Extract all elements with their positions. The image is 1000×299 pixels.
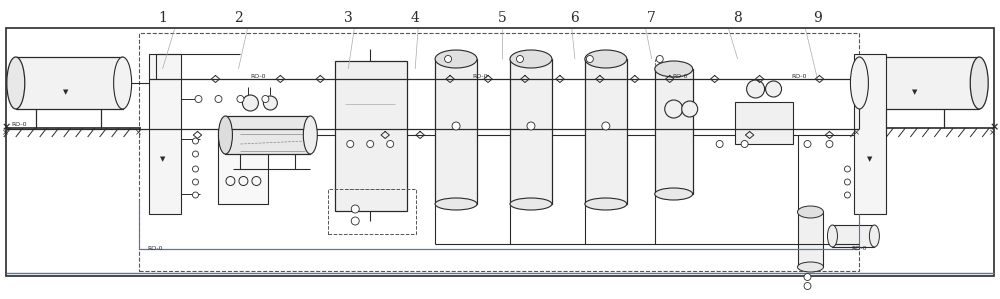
Bar: [328, 189, 416, 234]
Text: 1: 1: [158, 11, 167, 25]
Text: 2: 2: [234, 11, 243, 25]
Circle shape: [586, 56, 593, 62]
Ellipse shape: [218, 116, 232, 154]
Ellipse shape: [435, 50, 477, 68]
Bar: [798, 212, 823, 267]
Text: 5: 5: [498, 11, 506, 25]
Circle shape: [602, 122, 610, 130]
Circle shape: [844, 192, 850, 198]
Ellipse shape: [435, 198, 477, 210]
Text: RO-0: RO-0: [472, 74, 488, 80]
Circle shape: [826, 141, 833, 147]
Ellipse shape: [869, 225, 879, 247]
Bar: [139, 33, 859, 271]
Circle shape: [804, 274, 811, 280]
Bar: [859, 57, 979, 109]
Ellipse shape: [827, 225, 837, 247]
Text: ▼: ▼: [912, 89, 917, 95]
Ellipse shape: [7, 57, 25, 109]
Text: 3: 3: [344, 11, 353, 25]
Circle shape: [844, 179, 850, 185]
Text: ×: ×: [989, 128, 996, 137]
Circle shape: [716, 141, 723, 147]
Circle shape: [844, 166, 850, 172]
Circle shape: [351, 217, 359, 225]
Text: ×: ×: [2, 128, 9, 137]
Text: ×: ×: [1, 122, 10, 132]
Bar: [585, 59, 627, 204]
Circle shape: [387, 141, 394, 147]
Bar: [16, 57, 123, 109]
Circle shape: [766, 81, 782, 97]
Ellipse shape: [655, 188, 693, 200]
Circle shape: [193, 192, 198, 198]
Bar: [655, 69, 693, 194]
Ellipse shape: [510, 198, 552, 210]
Bar: [735, 102, 793, 144]
Ellipse shape: [970, 57, 988, 109]
Ellipse shape: [850, 57, 868, 109]
Text: 8: 8: [733, 11, 742, 25]
Circle shape: [527, 122, 535, 130]
Circle shape: [747, 80, 765, 98]
Circle shape: [262, 95, 269, 103]
Ellipse shape: [510, 50, 552, 68]
Ellipse shape: [585, 198, 627, 210]
Bar: [218, 129, 268, 204]
Bar: [6, 28, 994, 276]
Ellipse shape: [798, 206, 823, 218]
Circle shape: [263, 96, 277, 110]
Ellipse shape: [303, 116, 317, 154]
Text: ▼: ▼: [867, 156, 872, 162]
Circle shape: [367, 141, 374, 147]
Circle shape: [215, 95, 222, 103]
Ellipse shape: [655, 61, 693, 77]
Circle shape: [237, 95, 244, 103]
Text: ▼: ▼: [160, 156, 165, 162]
Text: RO-0: RO-0: [148, 245, 163, 251]
Circle shape: [242, 95, 258, 111]
Ellipse shape: [114, 57, 132, 109]
Circle shape: [193, 179, 198, 185]
Bar: [510, 59, 552, 204]
Text: RO-0: RO-0: [792, 74, 807, 80]
Circle shape: [741, 141, 748, 147]
Text: 7: 7: [647, 11, 656, 25]
Circle shape: [351, 205, 359, 213]
Circle shape: [804, 283, 811, 289]
Bar: [435, 59, 477, 204]
Text: 9: 9: [813, 11, 822, 25]
Bar: [149, 54, 181, 214]
Bar: [832, 225, 874, 247]
Text: ×: ×: [990, 122, 999, 132]
Text: RO-0: RO-0: [11, 121, 27, 126]
Circle shape: [682, 101, 698, 117]
Circle shape: [804, 141, 811, 147]
Circle shape: [195, 95, 202, 103]
Circle shape: [193, 166, 198, 172]
Circle shape: [347, 141, 354, 147]
Text: 4: 4: [411, 11, 420, 25]
Text: ×: ×: [135, 128, 142, 137]
Circle shape: [445, 56, 452, 62]
Text: RO-0: RO-0: [251, 74, 266, 80]
Bar: [854, 54, 886, 214]
Circle shape: [656, 56, 663, 62]
Circle shape: [193, 138, 198, 144]
Circle shape: [665, 100, 683, 118]
Bar: [335, 61, 407, 211]
Circle shape: [193, 151, 198, 157]
Text: RO-0: RO-0: [852, 245, 867, 251]
Text: RO-0: RO-0: [672, 74, 687, 80]
Circle shape: [516, 56, 523, 62]
Text: ×: ×: [853, 128, 860, 137]
Bar: [225, 116, 310, 154]
Text: ▼: ▼: [63, 89, 68, 95]
Ellipse shape: [798, 262, 823, 272]
Ellipse shape: [585, 50, 627, 68]
Circle shape: [452, 122, 460, 130]
Text: 6: 6: [571, 11, 579, 25]
